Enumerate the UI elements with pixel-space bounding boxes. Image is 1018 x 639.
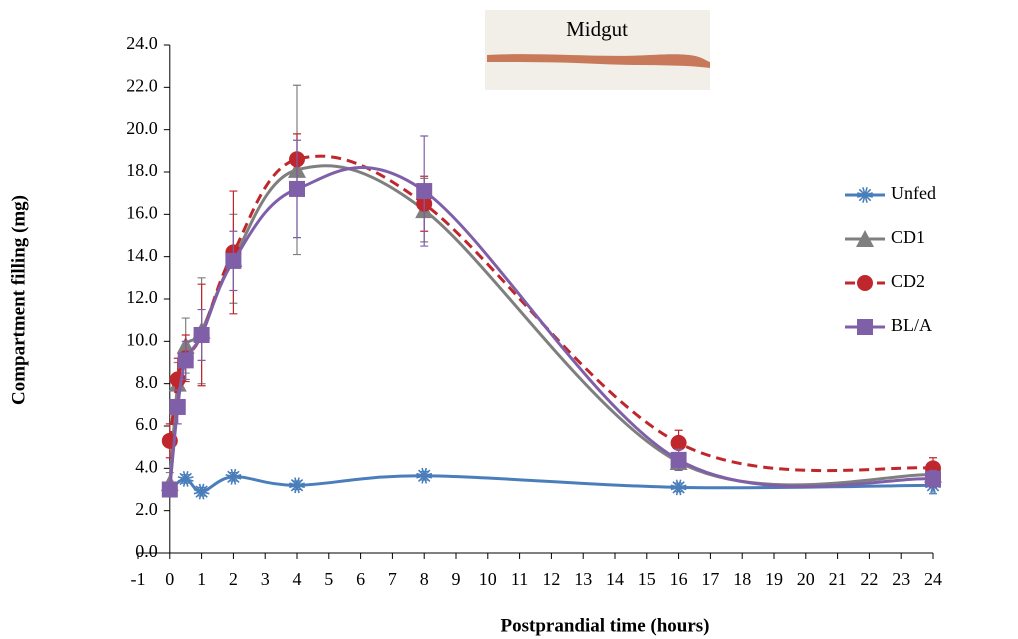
marker xyxy=(925,470,941,487)
y-tick-label: 0.0 xyxy=(135,541,158,561)
y-axis-label: Compartment filling (mg) xyxy=(8,195,29,405)
x-tick-label: 2 xyxy=(229,569,238,589)
x-tick-label: 23 xyxy=(892,569,910,589)
series-line xyxy=(168,474,934,494)
series-line xyxy=(168,165,934,490)
inset-photo xyxy=(485,10,710,90)
y-tick-label: 4.0 xyxy=(135,456,158,476)
marker xyxy=(193,326,210,343)
y-tick-label: 10.0 xyxy=(126,329,158,349)
legend-marker xyxy=(857,187,873,203)
x-axis-label: Postprandial time (hours) xyxy=(501,615,710,636)
x-tick-label: 14 xyxy=(606,569,624,589)
x-tick-label: 13 xyxy=(574,569,592,589)
marker xyxy=(225,468,242,485)
x-tick-label: 11 xyxy=(511,569,528,589)
marker xyxy=(289,477,305,494)
legend-label: CD2 xyxy=(891,271,925,291)
x-tick-label: 20 xyxy=(797,569,815,589)
marker xyxy=(416,183,433,200)
x-tick-label: 18 xyxy=(733,569,751,589)
inset-label: Midgut xyxy=(566,17,628,41)
x-tick-label: 3 xyxy=(261,569,270,589)
marker xyxy=(416,467,433,484)
marker xyxy=(161,481,178,498)
x-tick-label: 19 xyxy=(765,569,783,589)
marker xyxy=(670,451,687,468)
legend-label: BL/A xyxy=(891,315,932,335)
marker xyxy=(289,180,305,197)
x-tick-label: 24 xyxy=(924,569,942,589)
x-tick-label: 1 xyxy=(197,569,206,589)
y-tick-label: 6.0 xyxy=(135,414,158,434)
y-tick-label: 24.0 xyxy=(126,33,158,53)
x-tick-label: 5 xyxy=(324,569,333,589)
x-tick-label: 22 xyxy=(860,569,878,589)
x-tick-label: 16 xyxy=(670,569,688,589)
marker xyxy=(670,479,687,496)
marker xyxy=(177,352,194,369)
x-tick-label: 15 xyxy=(638,569,656,589)
x-tick-label: -1 xyxy=(131,569,146,589)
legend-marker xyxy=(857,275,873,291)
marker xyxy=(670,434,687,451)
x-tick-label: 0 xyxy=(165,569,174,589)
x-tick-label: 6 xyxy=(356,569,365,589)
marker xyxy=(225,252,242,269)
y-tick-label: 20.0 xyxy=(126,118,158,138)
series-line xyxy=(168,154,934,473)
y-tick-label: 12.0 xyxy=(126,287,158,307)
x-tick-label: 12 xyxy=(542,569,560,589)
legend-label: CD1 xyxy=(891,227,925,247)
series-line xyxy=(168,164,934,487)
midgut-shape xyxy=(487,54,710,68)
y-tick-label: 8.0 xyxy=(135,372,158,392)
y-tick-label: 16.0 xyxy=(126,202,158,222)
x-tick-label: 17 xyxy=(701,569,719,589)
marker xyxy=(169,398,186,415)
x-tick-label: 9 xyxy=(452,569,461,589)
x-tick-label: 7 xyxy=(388,569,397,589)
y-tick-label: 22.0 xyxy=(126,75,158,95)
y-tick-label: 14.0 xyxy=(126,245,158,265)
legend-marker xyxy=(857,319,873,335)
x-tick-label: 10 xyxy=(479,569,497,589)
marker xyxy=(193,483,210,500)
x-tick-label: 21 xyxy=(829,569,847,589)
y-tick-label: 18.0 xyxy=(126,160,158,180)
legend-label: Unfed xyxy=(891,183,936,203)
marker xyxy=(177,470,194,487)
y-tick-label: 2.0 xyxy=(135,499,158,519)
x-tick-label: 8 xyxy=(420,569,429,589)
legend-marker xyxy=(856,230,874,247)
x-tick-label: 4 xyxy=(293,569,302,589)
